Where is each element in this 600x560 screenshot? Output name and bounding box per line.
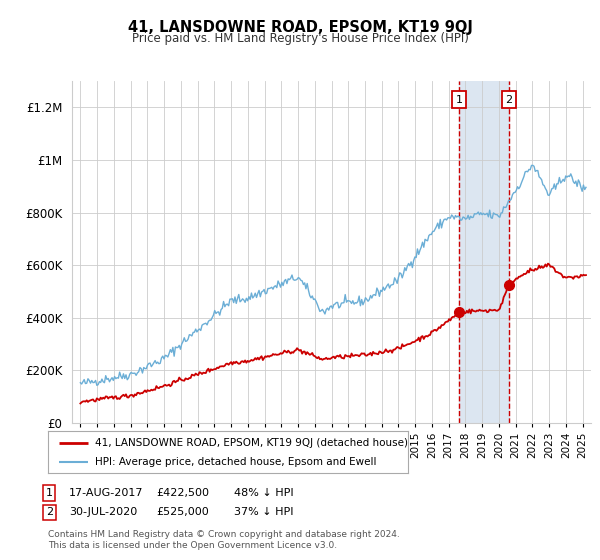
Text: Price paid vs. HM Land Registry's House Price Index (HPI): Price paid vs. HM Land Registry's House … [131, 32, 469, 45]
Text: 2: 2 [505, 95, 512, 105]
Text: 30-JUL-2020: 30-JUL-2020 [69, 507, 137, 517]
Text: 41, LANSDOWNE ROAD, EPSOM, KT19 9QJ: 41, LANSDOWNE ROAD, EPSOM, KT19 9QJ [128, 20, 472, 35]
Bar [459, 81, 509, 423]
Text: 37% ↓ HPI: 37% ↓ HPI [234, 507, 293, 517]
Text: £525,000: £525,000 [156, 507, 209, 517]
Text: 1: 1 [46, 488, 53, 498]
Text: This data is licensed under the Open Government Licence v3.0.: This data is licensed under the Open Gov… [48, 542, 337, 550]
Text: 41, LANSDOWNE ROAD, EPSOM, KT19 9QJ (detached house): 41, LANSDOWNE ROAD, EPSOM, KT19 9QJ (det… [95, 437, 408, 447]
Text: £422,500: £422,500 [156, 488, 209, 498]
Text: 1: 1 [456, 95, 463, 105]
Text: 48% ↓ HPI: 48% ↓ HPI [234, 488, 293, 498]
Text: 2: 2 [46, 507, 53, 517]
Text: 17-AUG-2017: 17-AUG-2017 [69, 488, 143, 498]
Text: Contains HM Land Registry data © Crown copyright and database right 2024.: Contains HM Land Registry data © Crown c… [48, 530, 400, 539]
Text: HPI: Average price, detached house, Epsom and Ewell: HPI: Average price, detached house, Epso… [95, 457, 376, 467]
